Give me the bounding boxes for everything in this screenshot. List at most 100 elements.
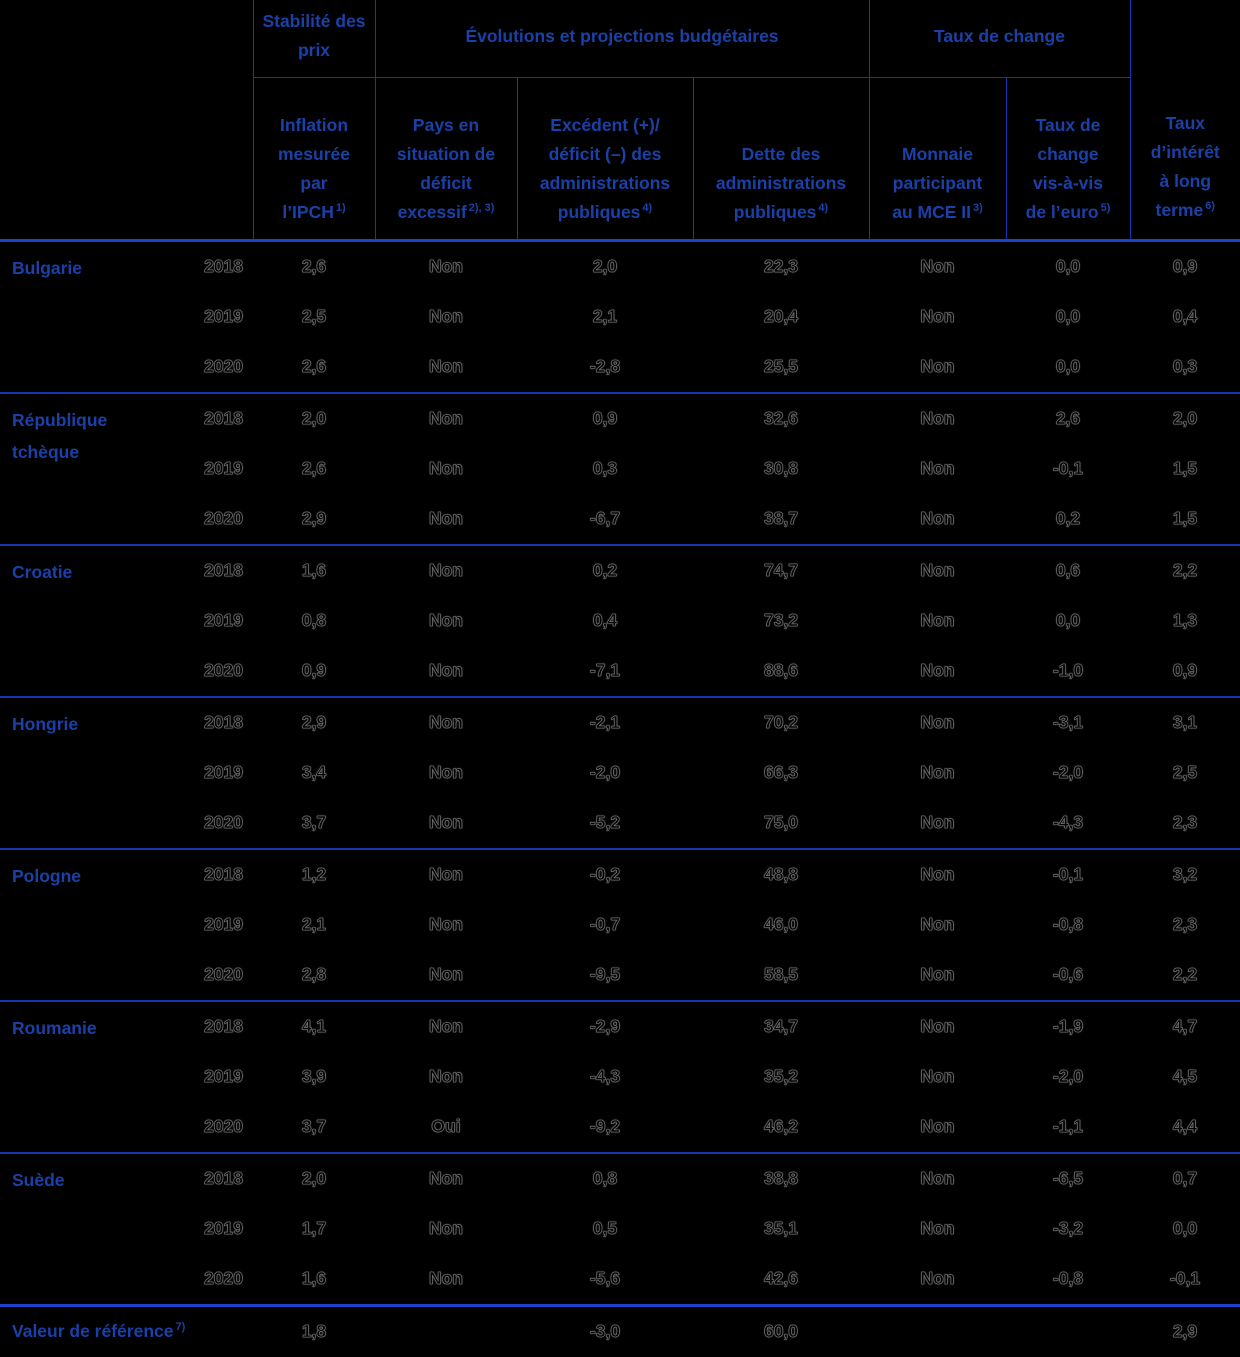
- edp-value: Non: [375, 341, 517, 394]
- balance-value: -2,0: [589, 762, 621, 783]
- sub-header-row: Inflation mesurée par l’IPCH 1) Pays en s…: [0, 77, 1240, 242]
- debt-reference-value: 60,0: [763, 1321, 799, 1342]
- edp-value: Non: [428, 1218, 464, 1239]
- fx-value: 0,0: [1055, 256, 1081, 277]
- country-data-row: Suède 2018 2,0 Non 0,8 38,8 Non -6,5 0,7: [0, 1152, 1240, 1307]
- corner-cell: [0, 0, 254, 242]
- fx-value: -6,5: [1052, 1168, 1084, 1189]
- country-data-row: Pologne 2018 1,2 Non -0,2 48,8 Non -0,1 3,2: [0, 848, 1240, 1002]
- debt-value: 22,3: [763, 256, 799, 277]
- country-data-row: Roumanie 2018 4,1 Non -2,9 34,7 Non -1,9 4,7: [0, 1000, 1240, 1154]
- ltr-value: 1,5: [1172, 458, 1198, 479]
- year-cell: 2020: [145, 1253, 253, 1307]
- balance-value: 0,5: [592, 1218, 618, 1239]
- debt-value: 35,1: [763, 1218, 799, 1239]
- debt-value: 30,8: [763, 458, 799, 479]
- balance-value: -9,2: [517, 1101, 693, 1154]
- year-cell: 2019: [204, 306, 244, 327]
- fx-value: 2,6: [1055, 408, 1081, 429]
- col-header-exchange-rate-vs-euro: Taux de change vis-à-vis de l’euro 5): [1006, 77, 1131, 242]
- group-header-fiscal: Évolutions et projections budgétaires: [375, 0, 870, 78]
- reference-section: Valeur de référence 7) 1,8 -3,0 60,0 2,9: [0, 1305, 1240, 1357]
- edp-value: Non: [375, 493, 517, 546]
- col-header-government-debt: Dette des administrations publiques 4): [693, 77, 870, 242]
- balance-value: -2,1: [589, 712, 621, 733]
- edp-value: Non: [375, 645, 517, 698]
- year-cell: 2018: [204, 1016, 244, 1037]
- country-data-row: 2020 3,7 Oui -9,2 46,2 Non -1,1 4,4: [0, 1101, 1240, 1154]
- ltr-value: 3,2: [1172, 864, 1198, 885]
- erm2-value: Non: [869, 493, 1006, 546]
- group-header-exchange-rate: Taux de change: [869, 0, 1131, 78]
- reference-row: Valeur de référence 7) 1,8 -3,0 60,0 2,9: [0, 1305, 1240, 1357]
- edp-value: Non: [428, 306, 464, 327]
- year-cell: 2018: [204, 408, 244, 429]
- edp-value: Non: [428, 914, 464, 935]
- fx-value: -0,1: [1052, 458, 1084, 479]
- hicp-value: 0,9: [253, 645, 375, 698]
- year-cell: 2018: [204, 560, 244, 581]
- balance-value: -9,5: [517, 949, 693, 1002]
- year-cell: 2020: [145, 341, 253, 394]
- country-data-row: 2019 3,9 Non -4,3 35,2 Non -2,0 4,5: [0, 1052, 1240, 1102]
- balance-value: -5,2: [517, 797, 693, 850]
- erm2-value: Non: [920, 1016, 955, 1037]
- fx-value: -0,8: [1052, 914, 1084, 935]
- hicp-value: 3,4: [301, 762, 327, 783]
- country-data-row: 2019 2,6 Non 0,3 30,8 Non -0,1 1,5: [0, 444, 1240, 494]
- erm2-value: Non: [920, 1218, 955, 1239]
- footnote-marker: 7): [175, 1321, 186, 1334]
- ltr-value: 0,4: [1172, 306, 1198, 327]
- ltr-value: 2,0: [1172, 408, 1198, 429]
- balance-value: -6,7: [517, 493, 693, 546]
- country-name: Hongrie: [0, 696, 145, 850]
- hicp-reference-value: 1,8: [301, 1321, 327, 1342]
- fx-value: -0,6: [1006, 949, 1130, 1002]
- country-data-row: République tchèque 2018 2,0 Non 0,9 32,6 Non 2,…: [0, 392, 1240, 546]
- year-cell: 2019: [204, 458, 244, 479]
- balance-value: -2,9: [589, 1016, 621, 1037]
- ltr-value: 2,2: [1130, 949, 1240, 1002]
- country-data-row: Hongrie 2018 2,9 Non -2,1 70,2 Non -3,1 3,1: [0, 696, 1240, 850]
- year-cell: 2018: [204, 1168, 244, 1189]
- erm2-value: Non: [920, 762, 955, 783]
- ltr-reference-value: 2,9: [1172, 1321, 1198, 1342]
- footnote-marker: 1): [335, 201, 346, 214]
- debt-value: 73,2: [763, 610, 799, 631]
- hicp-value: 3,9: [301, 1066, 327, 1087]
- year-cell: 2020: [145, 645, 253, 698]
- debt-value: 32,6: [763, 408, 799, 429]
- edp-value: Non: [375, 949, 517, 1002]
- debt-value: 38,7: [693, 493, 869, 546]
- balance-value: 2,0: [592, 256, 618, 277]
- footnote-marker: 5): [1100, 201, 1111, 214]
- edp-value: Oui: [375, 1101, 517, 1154]
- debt-value: 70,2: [763, 712, 799, 733]
- year-cell: 2019: [204, 1218, 244, 1239]
- fx-value: 0,0: [1055, 306, 1081, 327]
- country-data-row: 2020 1,6 Non -5,6 42,6 Non -0,8 -0,1: [0, 1253, 1240, 1307]
- debt-value: 46,0: [763, 914, 799, 935]
- erm2-value: Non: [869, 1101, 1006, 1154]
- debt-value: 42,6: [693, 1253, 869, 1307]
- ltr-value: 4,4: [1130, 1101, 1240, 1154]
- erm2-value: Non: [920, 256, 955, 277]
- balance-value: 0,2: [592, 560, 618, 581]
- balance-value: 2,1: [592, 306, 618, 327]
- hicp-value: 1,2: [301, 864, 327, 885]
- edp-value: Non: [428, 408, 464, 429]
- debt-value: 48,8: [763, 864, 799, 885]
- year-cell: 2019: [204, 762, 244, 783]
- year-cell: 2020: [145, 797, 253, 850]
- balance-value: 0,8: [592, 1168, 618, 1189]
- erm2-value: Non: [869, 949, 1006, 1002]
- erm2-value: Non: [869, 797, 1006, 850]
- edp-value: Non: [375, 1253, 517, 1307]
- fx-value: -0,8: [1006, 1253, 1130, 1307]
- edp-value: Non: [428, 256, 464, 277]
- ltr-value: 4,7: [1172, 1016, 1198, 1037]
- year-cell: 2019: [204, 610, 244, 631]
- country-name: Pologne: [0, 848, 145, 1002]
- country-name: Bulgarie: [0, 240, 145, 394]
- year-cell: 2018: [204, 712, 244, 733]
